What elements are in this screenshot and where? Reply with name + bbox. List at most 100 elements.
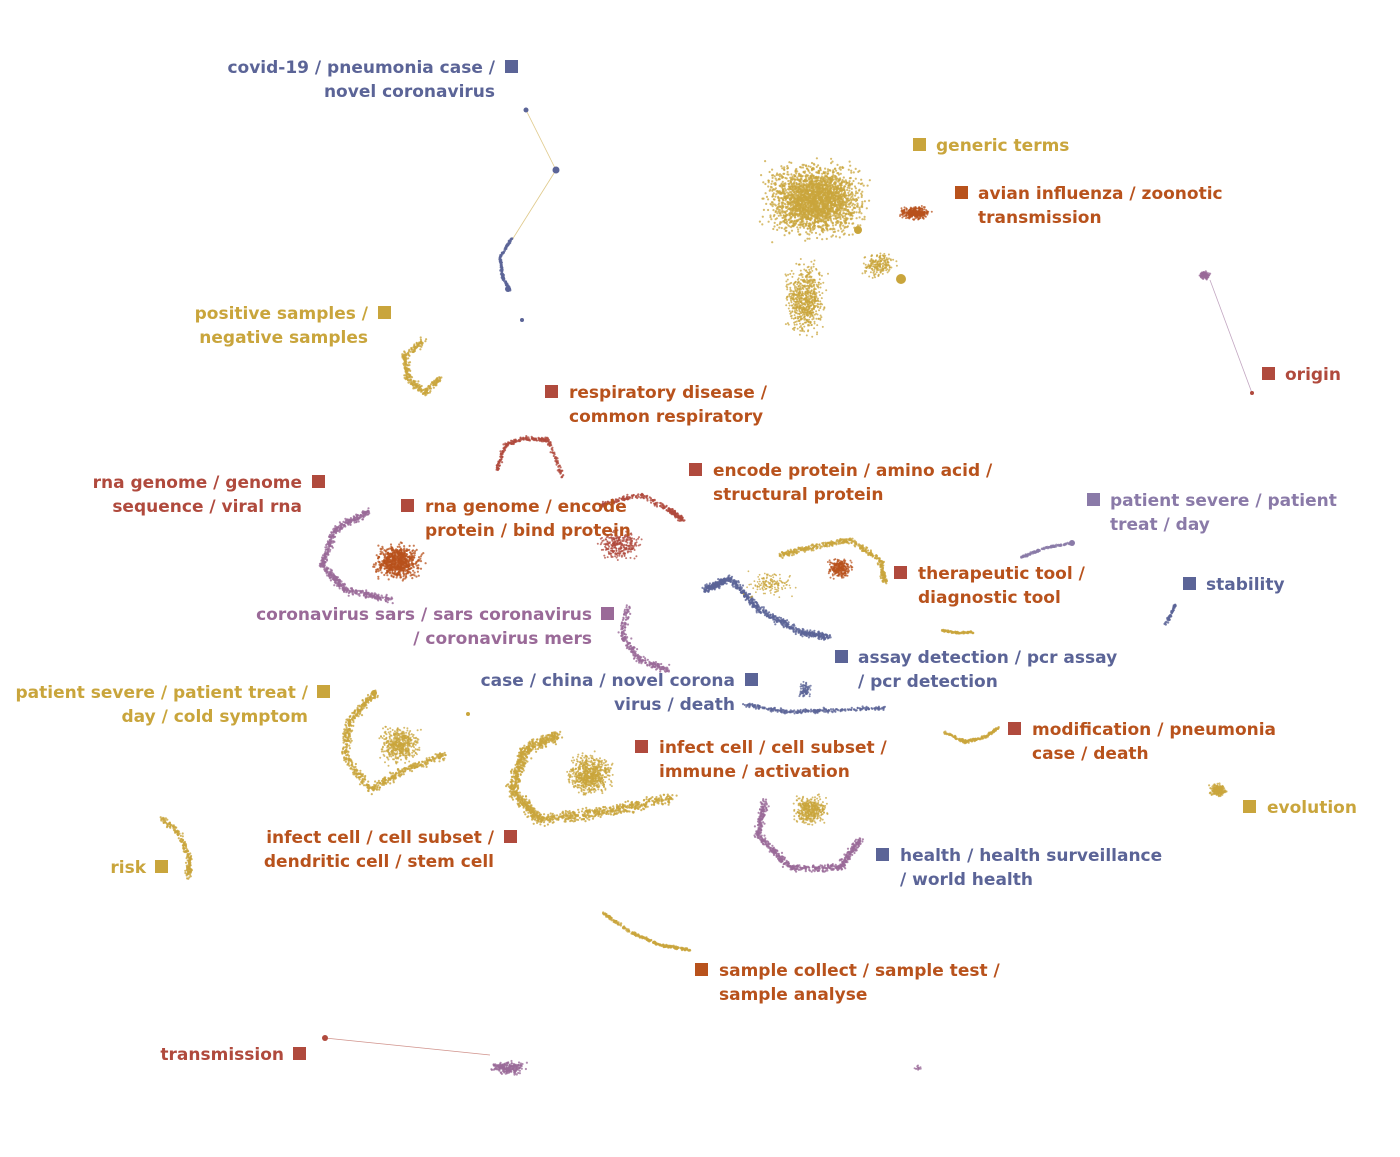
cluster-rna-genome-encode xyxy=(600,492,686,522)
cluster-small-tile xyxy=(940,628,975,635)
label-generic-terms: generic terms xyxy=(936,136,1070,156)
cluster-health xyxy=(753,798,865,873)
sq-assay-detection xyxy=(835,650,848,663)
cluster-rna-genome-seq-inner xyxy=(372,541,427,582)
label-transmission: transmission xyxy=(160,1045,284,1065)
cluster-positive-samples xyxy=(401,336,443,397)
sq-risk xyxy=(155,860,168,873)
cluster-case-china-spike xyxy=(798,680,812,698)
node-patient-severe-cold xyxy=(371,690,377,696)
label-respiratory-disease: respiratory disease / common respiratory xyxy=(569,383,767,427)
label-patient-severe-treat-day: patient severe / patient treat / day xyxy=(1110,491,1337,535)
sq-case-china xyxy=(745,673,758,686)
sq-coronavirus-sars xyxy=(601,607,614,620)
label-assay-detection: assay detection / pcr assay / pcr detecti… xyxy=(858,648,1118,692)
sq-rna-genome-encode xyxy=(401,499,414,512)
legend-squares-layer xyxy=(155,60,1275,1060)
cluster-therapeutic-inner xyxy=(826,558,854,580)
node-covid-2 xyxy=(552,166,560,174)
label-risk: risk xyxy=(110,858,146,878)
cluster-avian-influenza xyxy=(899,205,933,221)
sq-evolution xyxy=(1243,800,1256,813)
cluster-rna-genome-encode-inner xyxy=(596,529,643,561)
label-infect-cell-dendritic: infect cell / cell subset / dendritic cel… xyxy=(263,828,494,872)
link-covid-2 xyxy=(511,169,557,241)
label-health: health / health surveillance / world heal… xyxy=(900,846,1163,890)
sq-infect-cell-immune xyxy=(635,740,648,753)
cluster-risk xyxy=(159,816,193,880)
node-covid-4 xyxy=(520,318,524,322)
node-generic-2 xyxy=(896,274,906,284)
clusters-layer xyxy=(159,107,1254,1076)
cluster-generic-terms-tail2 xyxy=(861,252,898,279)
sq-generic-terms xyxy=(913,138,926,151)
cluster-case-china xyxy=(742,702,887,715)
sq-patient-severe-day xyxy=(1087,493,1100,506)
label-encode-protein: encode protein / amino acid / structural … xyxy=(713,461,993,505)
node-patient-severe xyxy=(1069,540,1075,546)
label-rna-genome-encode: rna genome / encode protein / bind protei… xyxy=(425,497,631,541)
cluster-patient-severe-cold xyxy=(341,689,447,796)
node-covid-3 xyxy=(505,286,511,292)
cluster-health-inner xyxy=(792,793,829,826)
sq-respiratory-disease xyxy=(545,385,558,398)
label-avian-influenza: avian influenza / zoonotic transmission xyxy=(978,184,1223,228)
sq-positive-samples xyxy=(378,306,391,319)
label-infect-cell-immune: infect cell / cell subset / immune / acti… xyxy=(659,738,887,782)
cluster-generic-terms-tail xyxy=(784,258,829,338)
cluster-rna-genome-seq xyxy=(318,507,394,605)
sq-encode-protein xyxy=(689,463,702,476)
label-coronavirus-sars: coronavirus sars / sars coronavirus / cor… xyxy=(256,605,592,649)
node-generic-1 xyxy=(854,226,862,234)
cluster-misc-a xyxy=(913,1064,922,1071)
cluster-evolution xyxy=(1208,782,1228,798)
label-evolution: evolution xyxy=(1267,798,1357,818)
cluster-covid-19 xyxy=(498,237,514,292)
label-modification: modification / pneumonia case / death xyxy=(1032,720,1277,764)
sq-transmission xyxy=(293,1047,306,1060)
sq-patient-severe-cold xyxy=(317,685,330,698)
cluster-modification xyxy=(943,726,1000,745)
sq-modification xyxy=(1008,722,1021,735)
cluster-origin xyxy=(1198,270,1212,281)
label-positive-samples: positive samples / negative samples xyxy=(194,304,368,348)
cluster-infect-cell-immune xyxy=(505,730,678,828)
sq-rna-genome-sequence xyxy=(312,475,325,488)
label-case-china: case / china / novel corona virus / death xyxy=(480,671,735,715)
cluster-therapeutic-tool xyxy=(778,537,888,585)
label-therapeutic-tool: therapeutic tool / diagnostic tool xyxy=(918,564,1085,608)
node-patient-severe-cold-2 xyxy=(466,712,470,716)
node-origin xyxy=(1250,391,1254,395)
sq-sample-collect xyxy=(695,963,708,976)
cluster-patient-severe-cold-inner xyxy=(378,725,422,767)
cluster-patient-severe-day xyxy=(1020,540,1074,559)
cluster-infect-cell-immune-inner xyxy=(566,750,614,796)
node-transmission xyxy=(322,1035,328,1041)
label-sample-collect: sample collect / sample test / sample ana… xyxy=(719,961,1000,1005)
label-covid-19: covid-19 / pneumonia case / novel coronav… xyxy=(227,58,495,102)
cluster-assay-faint xyxy=(742,570,797,599)
link-transmission xyxy=(324,1037,491,1056)
sq-origin xyxy=(1262,367,1275,380)
label-rna-genome-sequence: rna genome / genome sequence / viral rna xyxy=(92,473,302,517)
cluster-stability xyxy=(1163,603,1177,626)
cluster-assay-detection xyxy=(701,574,832,641)
label-patient-severe-cold: patient severe / patient treat / day / co… xyxy=(15,683,308,727)
cluster-respiratory-disease xyxy=(495,435,565,479)
sq-covid-19 xyxy=(505,60,518,73)
cluster-transmission xyxy=(490,1059,529,1076)
node-covid-1 xyxy=(523,107,529,113)
sq-infect-cell-dendritic xyxy=(504,830,517,843)
link-covid-1 xyxy=(525,109,557,171)
link-origin xyxy=(1209,279,1253,394)
sq-avian-influenza xyxy=(955,186,968,199)
cluster-generic-terms xyxy=(758,157,871,244)
cluster-coronavirus-sars xyxy=(617,604,671,673)
sq-health xyxy=(876,848,889,861)
cluster-sample-collect xyxy=(602,911,692,952)
sq-stability xyxy=(1183,577,1196,590)
sq-therapeutic-tool xyxy=(894,566,907,579)
label-origin: origin xyxy=(1285,365,1341,385)
label-stability: stability xyxy=(1206,575,1285,595)
